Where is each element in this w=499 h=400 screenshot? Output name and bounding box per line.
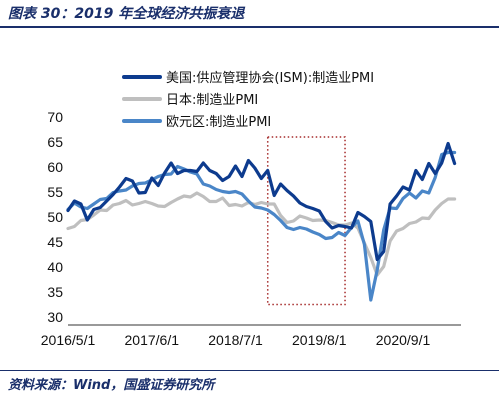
- y-tick-label-70: 70: [47, 109, 63, 125]
- series-line-0: [66, 141, 457, 262]
- y-tick-label-55: 55: [47, 184, 63, 200]
- series-line-2: [66, 150, 457, 302]
- x-tick-label-2018-7-1: 2018/7/1: [208, 332, 263, 348]
- series-line-1: [66, 191, 457, 277]
- chart-legend: 美国:供应管理协会(ISM):制造业PMI 日本:制造业PMI 欧元区:制造业PMI: [122, 70, 374, 130]
- x-tick-label-2016-5-1: 2016/5/1: [41, 332, 96, 348]
- title-divider: [0, 26, 499, 28]
- legend-label-1: 日本:制造业PMI: [166, 93, 258, 108]
- y-tick-label-30: 30: [47, 309, 63, 325]
- x-tick-label-2017-6-1: 2017/6/1: [125, 332, 180, 348]
- y-tick-label-45: 45: [47, 234, 63, 250]
- y-tick-label-35: 35: [47, 284, 63, 300]
- legend-label-0: 美国:供应管理协会(ISM):制造业PMI: [166, 70, 374, 86]
- x-axis: 2016/5/1 2017/6/1 2018/7/1 2019/8/1 2020/9/1: [41, 324, 461, 348]
- x-tick-label-2019-8-1: 2019/8/1: [292, 332, 347, 348]
- source-divider: [0, 370, 499, 371]
- source-note: 资料来源：Wind，国盛证券研究所: [8, 378, 215, 393]
- figure-title: 图表 30：2019 年全球经济共振衰退: [8, 6, 245, 22]
- legend-label-2: 欧元区:制造业PMI: [166, 115, 271, 130]
- y-tick-label-65: 65: [47, 134, 63, 150]
- x-tick-label-2020-9-1: 2020/9/1: [376, 332, 431, 348]
- highlight-box: [266, 136, 346, 306]
- y-tick-label-60: 60: [47, 159, 63, 175]
- y-tick-label-40: 40: [47, 259, 63, 275]
- highlight-layer: [266, 136, 346, 306]
- y-axis: 30 35 40 45 50 55 60 65 70: [47, 109, 63, 325]
- y-tick-label-50: 50: [47, 209, 63, 225]
- plot-lines: [66, 141, 457, 302]
